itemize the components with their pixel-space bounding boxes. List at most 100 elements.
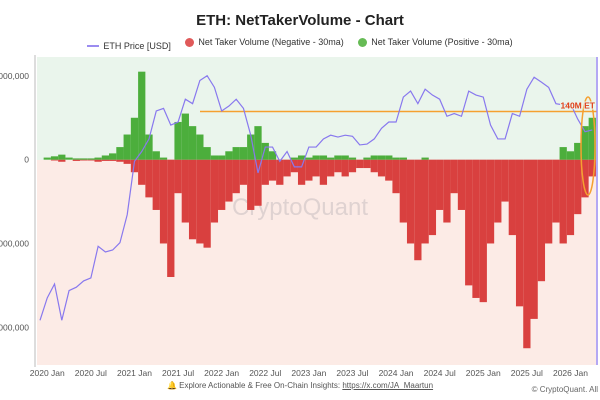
negative-bar <box>50 159 59 161</box>
negative-bar <box>297 159 306 185</box>
negative-bar <box>515 159 524 307</box>
positive-bar <box>138 71 146 160</box>
positive-bar <box>261 142 269 160</box>
legend: ETH Price [USD] Net Taker Volume (Negati… <box>0 37 600 51</box>
x-tick-label: 2021 Jan <box>117 368 152 378</box>
legend-price[interactable]: ETH Price [USD] <box>87 41 171 51</box>
negative-bar <box>501 159 509 202</box>
positive-bar <box>247 134 255 160</box>
x-tick-label: 2025 Jul <box>511 368 543 378</box>
negative-bar <box>436 159 444 210</box>
negative-bar <box>552 159 560 223</box>
positive-bar <box>210 155 219 160</box>
chart-title: ETH: NetTakerVolume - Chart <box>196 12 404 29</box>
negative-bar <box>472 159 480 298</box>
x-tick-label: 2022 Jan <box>204 368 239 378</box>
positive-bar <box>581 126 589 160</box>
negative-bar <box>392 159 400 194</box>
positive-bar <box>312 155 320 160</box>
bell-icon: 🔔 <box>166 381 180 390</box>
positive-bar <box>65 157 73 160</box>
negative-bar <box>312 159 320 177</box>
negative-bar <box>450 159 458 194</box>
negative-bar <box>159 159 168 244</box>
x-tick-label: 2022 Jul <box>249 368 281 378</box>
negative-bar <box>559 159 567 244</box>
y-tick-label: 200,000,000 <box>0 71 29 81</box>
y-tick-label: 0 <box>24 155 29 165</box>
positive-bar <box>574 142 582 160</box>
legend-positive[interactable]: Net Taker Volume (Positive - 30ma) <box>358 37 513 47</box>
negative-bar <box>58 159 66 162</box>
negative-bar <box>268 159 277 181</box>
y-tick-label: -400,000,000 <box>0 322 29 332</box>
negative-bar <box>523 159 531 349</box>
positive-bar <box>116 147 124 160</box>
positive-bar <box>87 158 95 160</box>
x-tick-label: 2024 Jul <box>424 368 456 378</box>
negative-bar <box>109 159 117 161</box>
legend-label: Net Taker Volume (Positive - 30ma) <box>371 37 513 47</box>
negative-bar <box>494 159 502 223</box>
positive-bar <box>196 134 204 160</box>
negative-bar <box>101 159 110 161</box>
annotation-ellipse <box>580 96 596 196</box>
legend-label: Net Taker Volume (Negative - 30ma) <box>198 37 344 47</box>
negative-bar <box>581 159 589 198</box>
negative-bar <box>421 159 429 244</box>
positive-bar <box>254 126 262 160</box>
negative-bar <box>247 159 255 210</box>
positive-bar <box>43 157 51 160</box>
negative-bar <box>254 159 262 206</box>
positive-bar <box>566 151 575 160</box>
negative-bar <box>145 159 153 198</box>
positive-bar <box>399 157 407 160</box>
negative-bar <box>261 159 269 185</box>
x-tick-label: 2020 Jan <box>30 368 65 378</box>
positive-bar <box>130 117 139 160</box>
y-tick-label: -200,000,000 <box>0 238 29 248</box>
negative-bar <box>377 159 386 177</box>
positive-bar <box>232 147 240 160</box>
copyright: © CryptoQuant. All <box>531 385 598 394</box>
negative-bar <box>465 159 473 286</box>
negative-bar <box>225 159 233 202</box>
positive-bar <box>377 155 386 160</box>
negative-bar <box>232 159 240 194</box>
negative-bar <box>588 159 596 177</box>
positive-bar <box>203 147 211 160</box>
negative-bar <box>152 159 160 210</box>
footer-link[interactable]: https://x.com/JA_Maartun <box>342 381 434 390</box>
positive-bar <box>559 147 567 160</box>
negative-bar <box>428 159 437 236</box>
positive-bar <box>588 117 596 160</box>
positive-bar <box>159 157 168 160</box>
negative-bar <box>87 159 95 161</box>
positive-bar <box>123 134 131 160</box>
negative-bar <box>305 159 313 181</box>
negative-bar <box>94 159 102 162</box>
negative-bar <box>167 159 175 277</box>
negative-bar <box>72 159 80 161</box>
negative-bar <box>283 159 291 177</box>
negative-bar <box>116 159 124 162</box>
negative-bar <box>530 159 538 319</box>
dot-icon <box>185 37 195 47</box>
positive-bar <box>319 155 328 160</box>
negative-bar <box>319 159 328 185</box>
positive-bar <box>152 151 160 160</box>
negative-bar <box>399 159 407 223</box>
annotation-label: 140M ET <box>561 100 596 110</box>
positive-bar <box>79 158 88 160</box>
x-tick-label: 2023 Jul <box>336 368 368 378</box>
positive-bar <box>109 153 117 160</box>
negative-bar <box>363 159 371 169</box>
legend-negative[interactable]: Net Taker Volume (Negative - 30ma) <box>185 37 344 47</box>
negative-bar <box>123 159 131 164</box>
negative-bar <box>574 159 582 215</box>
negative-bar <box>174 159 182 194</box>
positive-bar <box>58 154 66 160</box>
positive-bar <box>218 155 226 160</box>
negative-bar <box>276 159 284 185</box>
positive-bar <box>363 157 371 160</box>
